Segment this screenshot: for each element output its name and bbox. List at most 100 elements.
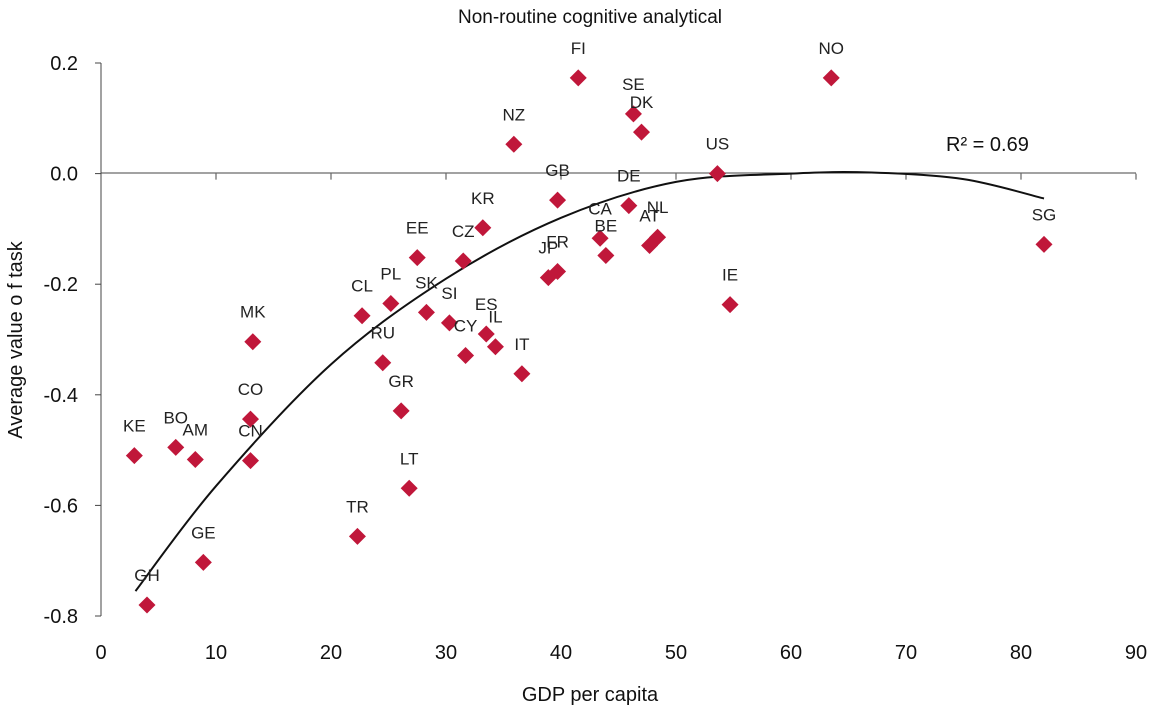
point-label-kr: KR xyxy=(471,189,495,208)
data-point-ca xyxy=(591,229,609,247)
point-label-si: SI xyxy=(441,284,457,303)
point-label-at: AT xyxy=(639,206,659,225)
y-axis-title: Average value o f task xyxy=(5,240,27,439)
point-label-ca: CA xyxy=(588,199,612,218)
point-label-cn: CN xyxy=(238,422,263,441)
x-axis-title: GDP per capita xyxy=(522,684,659,706)
data-points xyxy=(125,69,1053,614)
data-point-pl xyxy=(382,295,400,313)
point-label-fr: FR xyxy=(546,232,569,251)
point-label-cy: CY xyxy=(454,317,478,336)
point-label-be: BE xyxy=(595,216,618,235)
data-point-be xyxy=(597,246,615,264)
point-label-cl: CL xyxy=(351,277,373,296)
y-ticks: 0.2 0.0 -0.2 -0.4 -0.6 -0.8 xyxy=(44,53,101,628)
point-label-us: US xyxy=(706,135,730,154)
y-tick-label: -0.8 xyxy=(44,606,78,628)
point-label-fi: FI xyxy=(571,39,586,58)
data-point-dk xyxy=(633,123,650,141)
y-tick-label: -0.4 xyxy=(44,385,78,407)
point-label-ru: RU xyxy=(370,324,395,343)
data-point-fi xyxy=(569,69,587,87)
r-squared-label: R² = 0.69 xyxy=(946,134,1029,156)
point-label-ee: EE xyxy=(406,219,429,238)
trendline xyxy=(134,171,1045,592)
data-point-ge xyxy=(194,553,212,571)
x-tick-label: 0 xyxy=(95,642,106,664)
data-point-ke xyxy=(125,447,143,465)
point-label-gh: GH xyxy=(134,566,160,585)
point-label-il: IL xyxy=(488,308,502,327)
y-tick-label: -0.6 xyxy=(44,495,78,517)
data-point-sg xyxy=(1035,235,1053,253)
x-tick-label: 50 xyxy=(665,642,687,664)
point-label-tr: TR xyxy=(346,497,369,516)
data-point-us xyxy=(708,165,726,183)
data-point-cy xyxy=(457,347,475,365)
point-label-sg: SG xyxy=(1032,205,1057,224)
data-point-ie xyxy=(721,296,739,314)
data-point-at xyxy=(641,236,659,254)
data-point-am xyxy=(186,451,204,469)
x-tick-label: 70 xyxy=(895,642,917,664)
point-label-nz: NZ xyxy=(503,105,526,124)
x-tick-label: 10 xyxy=(205,642,227,664)
point-label-es: ES xyxy=(475,295,498,314)
data-point-it xyxy=(513,365,531,383)
point-label-gb: GB xyxy=(545,161,570,180)
point-label-co: CO xyxy=(238,380,264,399)
chart-title: Non-routine cognitive analytical xyxy=(458,7,722,28)
point-label-bo: BO xyxy=(163,408,188,427)
point-label-de: DE xyxy=(617,167,641,186)
point-label-ke: KE xyxy=(123,417,146,436)
data-point-ee xyxy=(408,249,426,267)
point-label-mk: MK xyxy=(240,303,266,322)
point-label-it: IT xyxy=(514,335,529,354)
data-point-nz xyxy=(505,135,523,153)
x-tick-label: 90 xyxy=(1125,642,1147,664)
y-tick-label: -0.2 xyxy=(44,274,78,296)
y-tick-label: 0.2 xyxy=(50,53,78,75)
point-label-sk: SK xyxy=(415,273,438,292)
data-point-es xyxy=(477,325,495,343)
point-label-am: AM xyxy=(183,421,209,440)
data-point-cz xyxy=(454,252,472,270)
x-tick-label: 30 xyxy=(435,642,457,664)
point-label-lt: LT xyxy=(400,449,419,468)
data-point-cl xyxy=(353,307,371,325)
data-point-lt xyxy=(400,479,418,497)
data-point-mk xyxy=(244,333,262,351)
point-label-jp: JP xyxy=(538,239,558,258)
point-label-cz: CZ xyxy=(452,222,475,241)
data-point-se xyxy=(624,105,642,123)
x-tick-label: 40 xyxy=(550,642,572,664)
x-tick-label: 20 xyxy=(320,642,342,664)
data-point-cn xyxy=(242,452,259,470)
point-label-pl: PL xyxy=(380,265,401,284)
data-point-tr xyxy=(348,527,366,545)
data-point-kr xyxy=(474,219,492,237)
point-label-ie: IE xyxy=(722,266,738,285)
data-point-gr xyxy=(392,402,410,420)
data-point-il xyxy=(486,338,504,356)
data-point-ru xyxy=(374,354,392,372)
data-point-gh xyxy=(138,596,156,614)
data-point-sk xyxy=(417,303,435,321)
point-label-se: SE xyxy=(622,75,645,94)
point-label-no: NO xyxy=(819,39,845,58)
data-point-bo xyxy=(167,438,185,456)
data-point-jp xyxy=(539,269,557,287)
point-label-ge: GE xyxy=(191,523,216,542)
data-point-de xyxy=(620,197,638,215)
point-label-nl: NL xyxy=(647,198,669,217)
point-label-gr: GR xyxy=(388,372,414,391)
x-tick-label: 60 xyxy=(780,642,802,664)
data-point-si xyxy=(440,314,458,332)
data-point-gb xyxy=(549,191,567,209)
data-point-co xyxy=(242,410,259,428)
y-tick-label: 0.0 xyxy=(50,164,78,186)
data-point-no xyxy=(822,69,840,87)
x-tick-label: 80 xyxy=(1010,642,1032,664)
